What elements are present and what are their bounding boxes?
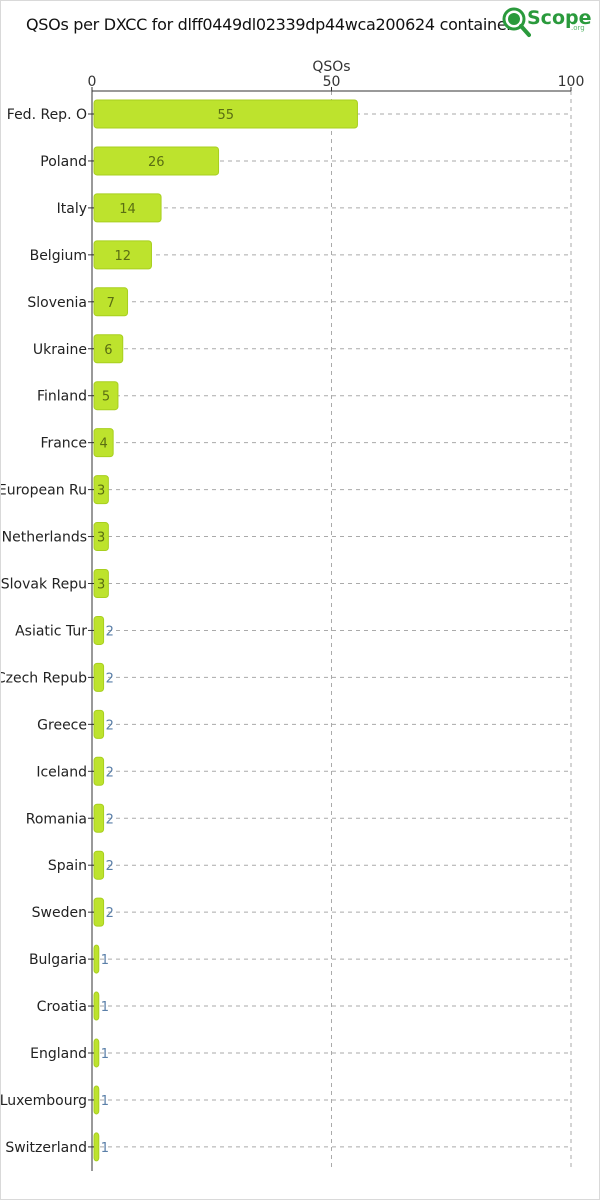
category-label: England bbox=[30, 1046, 87, 1062]
category-label: Italy bbox=[57, 201, 87, 217]
data-label: 7 bbox=[107, 296, 115, 311]
x-tick-label: 100 bbox=[558, 74, 585, 90]
bar bbox=[93, 991, 100, 1021]
data-label: 3 bbox=[97, 531, 105, 546]
category-label: Poland bbox=[40, 154, 87, 170]
data-label: 2 bbox=[106, 624, 114, 639]
data-label: 2 bbox=[106, 671, 114, 686]
x-tick-label: 50 bbox=[323, 74, 341, 90]
data-label: 1 bbox=[101, 953, 109, 968]
x-tick-label: 0 bbox=[88, 74, 97, 90]
bar bbox=[93, 1132, 100, 1162]
data-label: 2 bbox=[106, 859, 114, 874]
logo-suffix: .org bbox=[571, 24, 585, 32]
chart-title: QSOs per DXCC for dlff0449dl02339dp44wca… bbox=[26, 15, 517, 34]
bar bbox=[93, 850, 105, 880]
data-label: 3 bbox=[97, 578, 105, 593]
data-label: 12 bbox=[114, 249, 131, 264]
data-label: 14 bbox=[119, 202, 136, 217]
bar bbox=[93, 1038, 100, 1068]
category-label: France bbox=[40, 436, 87, 452]
data-label: 3 bbox=[97, 484, 105, 499]
data-label: 55 bbox=[217, 108, 234, 123]
bar bbox=[93, 897, 105, 927]
bar bbox=[93, 709, 105, 739]
category-label: Switzerland bbox=[5, 1140, 87, 1156]
magnifier-icon bbox=[502, 7, 531, 37]
category-label: Asiatic Tur bbox=[15, 623, 87, 639]
qrzcq-logo: Scope .org bbox=[501, 6, 592, 38]
category-label: Slovenia bbox=[27, 295, 87, 311]
category-label: Fed. Rep. O bbox=[7, 107, 87, 123]
x-axis-label: QSOs bbox=[312, 59, 350, 75]
category-label: Iceland bbox=[36, 764, 87, 780]
data-label: 5 bbox=[102, 390, 110, 405]
data-label: 26 bbox=[148, 155, 165, 170]
data-label: 2 bbox=[106, 812, 114, 827]
bar bbox=[93, 615, 105, 645]
category-label: Romania bbox=[26, 811, 87, 827]
category-label: Finland bbox=[37, 389, 87, 405]
bar bbox=[93, 1085, 100, 1115]
category-label: Spain bbox=[48, 858, 87, 874]
data-label: 2 bbox=[106, 906, 114, 921]
category-label: European Ru bbox=[1, 483, 87, 499]
data-label: 1 bbox=[101, 1141, 109, 1156]
data-label: 4 bbox=[99, 437, 107, 452]
logo-text: Scope bbox=[527, 7, 592, 29]
category-label: Ukraine bbox=[33, 342, 87, 358]
category-label: Belgium bbox=[30, 248, 87, 264]
data-label: 1 bbox=[101, 1047, 109, 1062]
category-label: Bulgaria bbox=[29, 952, 87, 968]
bar bbox=[93, 662, 105, 692]
bar bbox=[93, 803, 105, 833]
category-label: Netherlands bbox=[2, 530, 87, 546]
category-label: Sweden bbox=[32, 905, 87, 921]
category-label: Slovak Repu bbox=[1, 577, 87, 593]
category-label: Luxembourg bbox=[1, 1093, 87, 1109]
category-label: Croatia bbox=[37, 999, 87, 1015]
data-label: 6 bbox=[104, 343, 112, 358]
data-label: 1 bbox=[101, 1094, 109, 1109]
data-label: 2 bbox=[106, 718, 114, 733]
category-label: Czech Repub bbox=[1, 670, 87, 686]
bar bbox=[93, 756, 105, 786]
category-label: Greece bbox=[37, 717, 87, 733]
data-label: 2 bbox=[106, 765, 114, 780]
data-label: 1 bbox=[101, 1000, 109, 1015]
bar bbox=[93, 944, 100, 974]
